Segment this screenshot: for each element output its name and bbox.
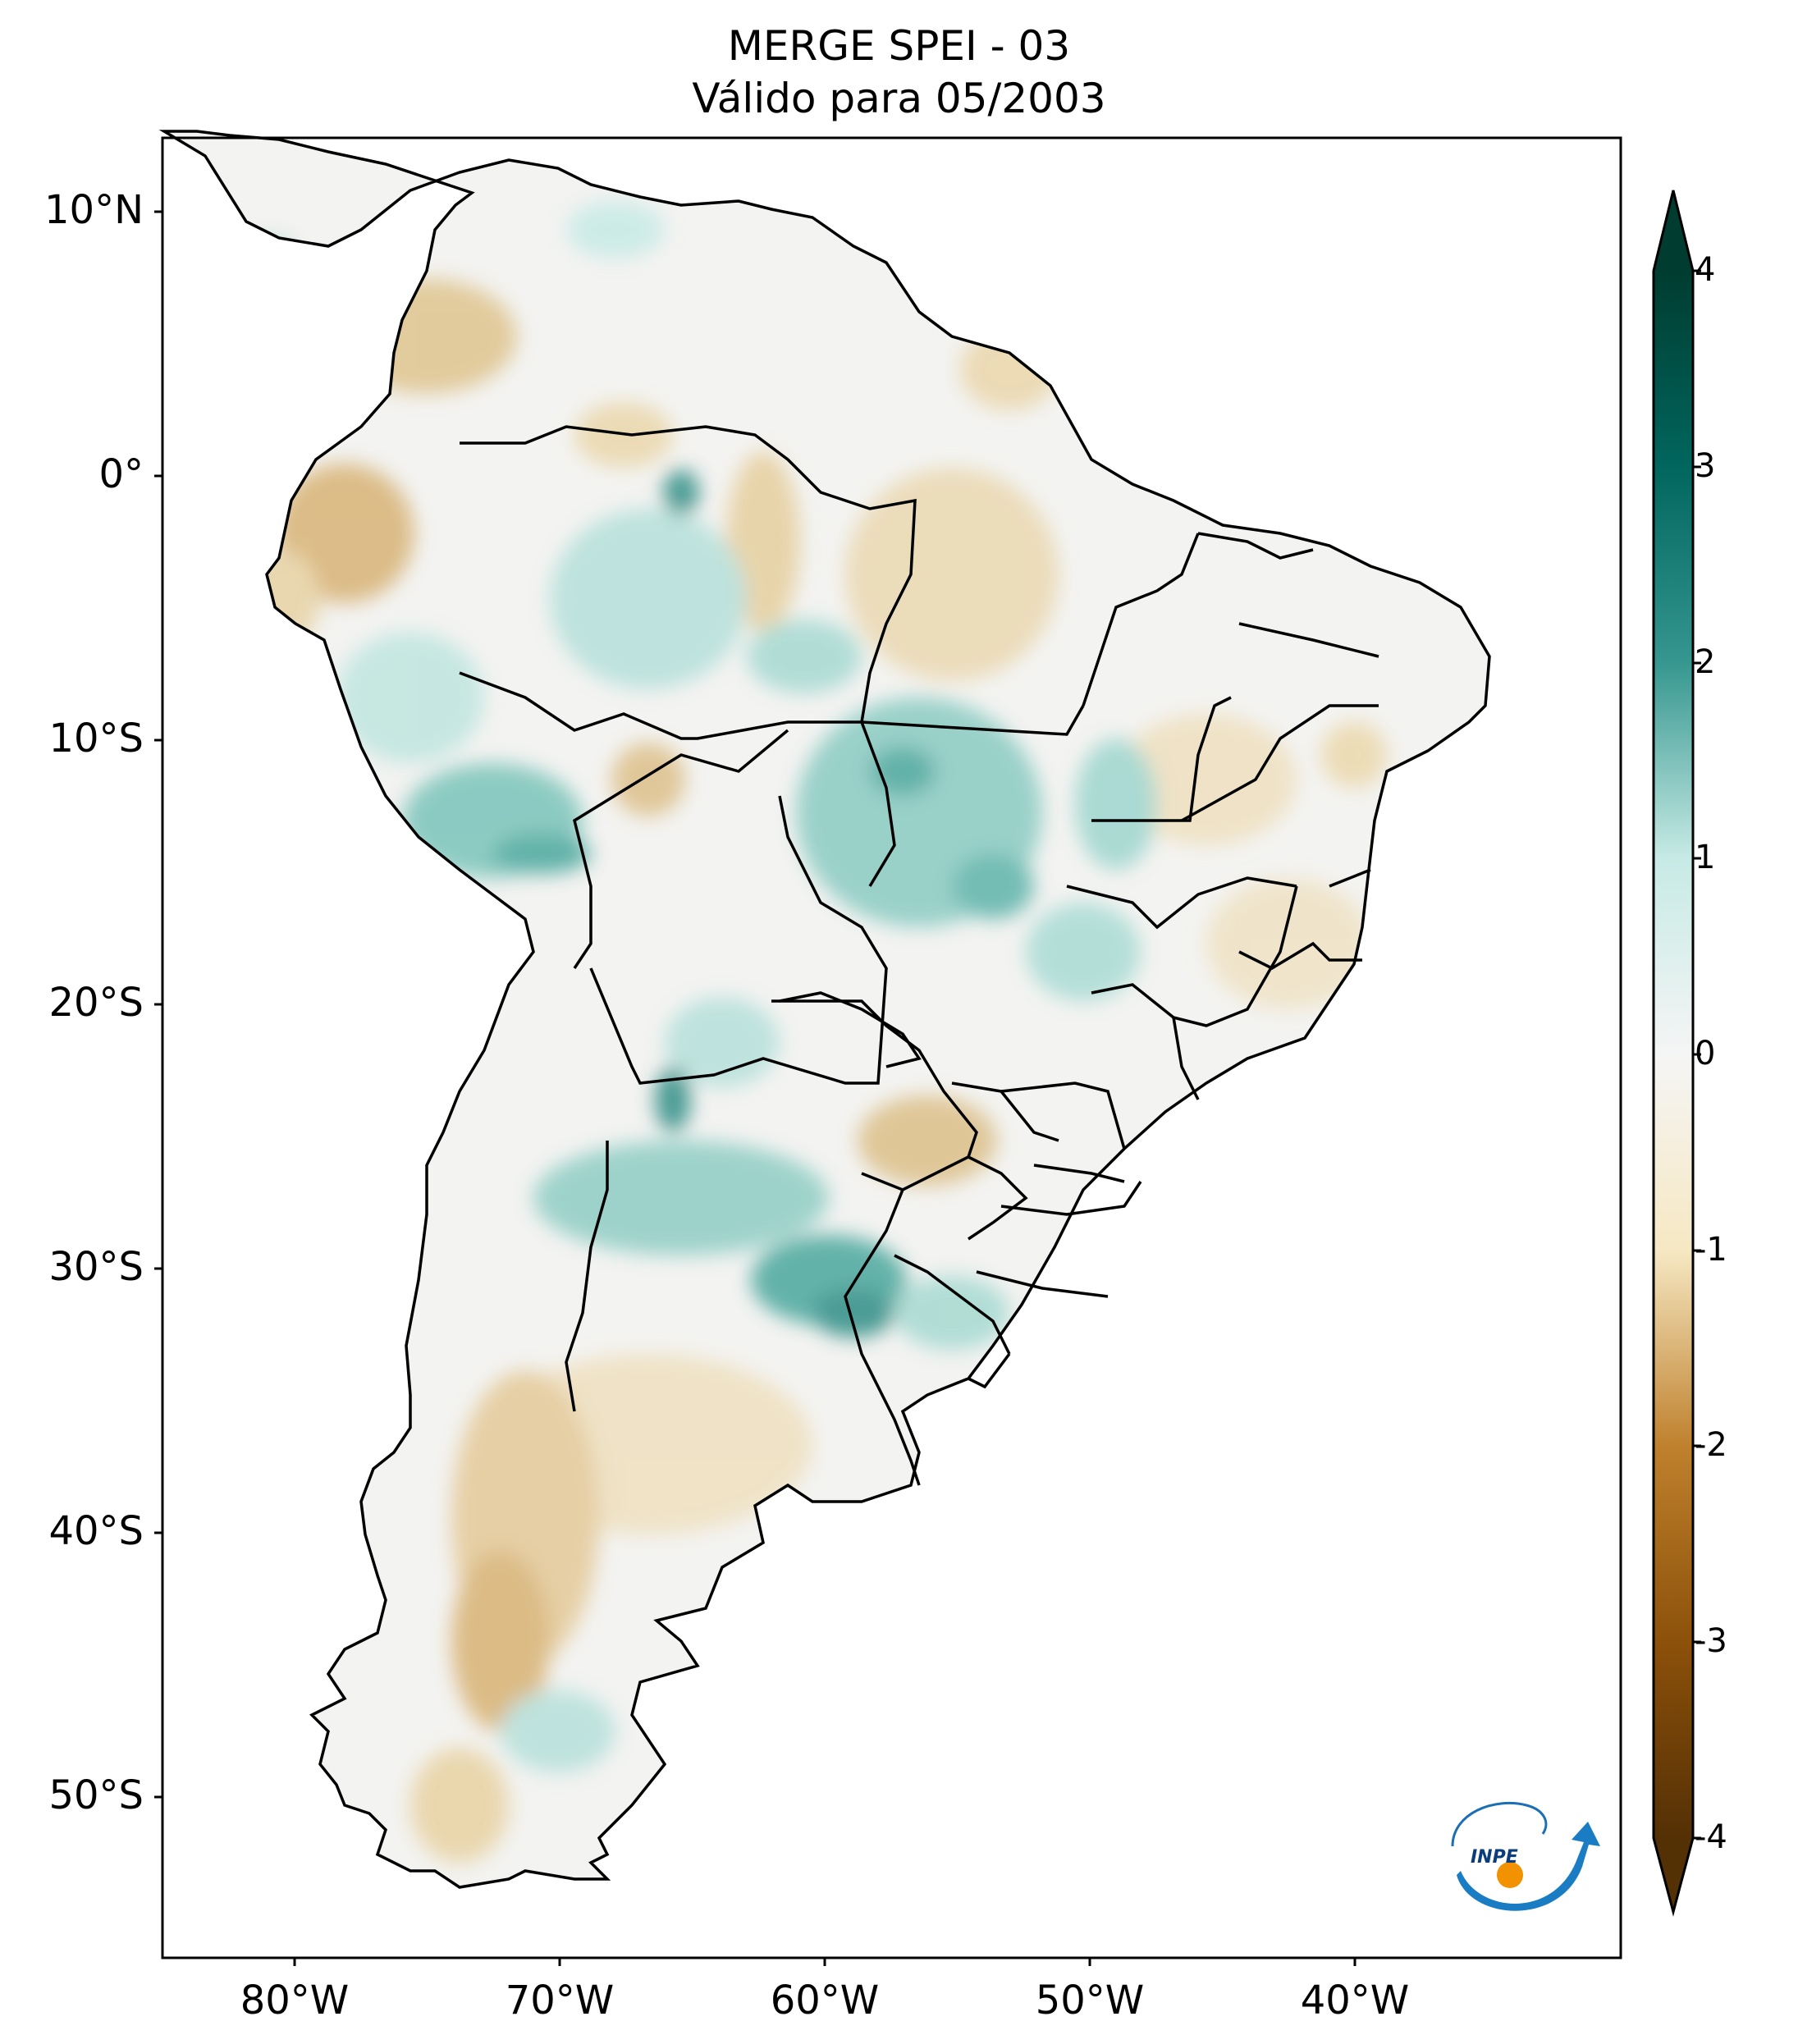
colorbar-label-neg2: -2 <box>1695 1426 1727 1464</box>
colorbar-label-4: 4 <box>1695 251 1716 289</box>
lon-label-40w: 40°W <box>1300 1978 1410 2023</box>
spei-field <box>164 131 1489 1887</box>
map-title: MERGE SPEI - 03 <box>727 22 1071 70</box>
lat-label-50s: 50°S <box>48 1772 144 1818</box>
lon-label-70w: 70°W <box>505 1978 615 2023</box>
colorbar-extend-min <box>1654 1838 1693 1912</box>
colorbar-label-2: 2 <box>1695 643 1716 681</box>
lat-label-20s: 20°S <box>48 980 144 1026</box>
map-frame <box>161 136 1622 1959</box>
inpe-logo: INPE <box>1451 1801 1600 1911</box>
lon-label-60w: 60°W <box>770 1978 880 2023</box>
colorbar-extend-max <box>1654 190 1693 271</box>
lon-label-50w: 50°W <box>1035 1978 1145 2023</box>
lon-label-80w: 80°W <box>240 1978 350 2023</box>
colorbar <box>1652 190 1701 1917</box>
svg-text:INPE: INPE <box>1471 1847 1518 1868</box>
lat-label-10n: 10°N <box>44 187 144 233</box>
colorbar-label-neg4: -4 <box>1695 1818 1727 1856</box>
lat-label-30s: 30°S <box>48 1244 144 1290</box>
lat-label-0: 0° <box>98 451 144 497</box>
boundaries <box>162 130 1491 1889</box>
colorbar-label-neg1: -1 <box>1695 1231 1727 1269</box>
map-subtitle: Válido para 05/2003 <box>692 75 1106 122</box>
colorbar-label-3: 3 <box>1695 447 1716 485</box>
colorbar-label-0: 0 <box>1695 1035 1716 1072</box>
colorbar-label-neg3: -3 <box>1695 1622 1727 1660</box>
lat-label-40s: 40°S <box>48 1508 144 1554</box>
colorbar-gradient <box>1654 271 1693 1838</box>
lat-label-10s: 10°S <box>48 716 144 761</box>
colorbar-label-1: 1 <box>1695 839 1716 876</box>
axis-ticks <box>154 210 1357 1966</box>
